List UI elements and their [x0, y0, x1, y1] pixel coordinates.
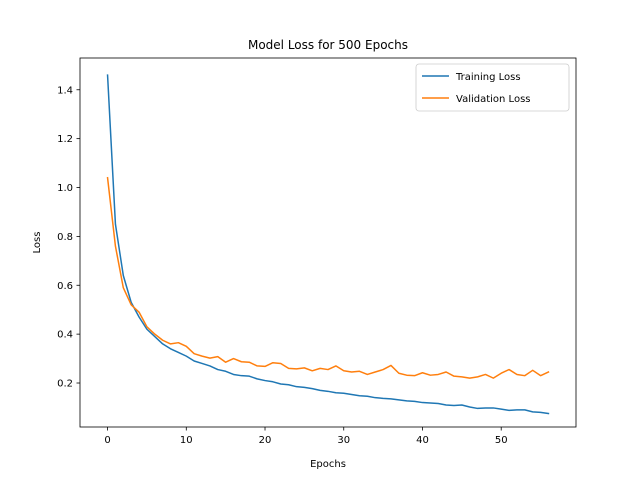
series-line-training-loss	[106, 74, 550, 415]
y-tick-label: 1.0	[57, 183, 73, 194]
legend-label-validation-loss: Validation Loss	[456, 94, 531, 105]
lines-layer	[106, 74, 550, 415]
y-tick-label: 0.8	[57, 232, 73, 243]
x-axis-ticks: 0 10 20 30 40 50	[104, 427, 508, 446]
x-tick-label: 10	[180, 435, 193, 446]
x-tick-label: 20	[259, 435, 272, 446]
y-axis-label: Loss	[32, 232, 43, 254]
x-tick-label: 30	[337, 435, 350, 446]
x-tick-label: 40	[416, 435, 429, 446]
y-tick-label: 0.2	[57, 379, 73, 390]
y-tick-label: 1.2	[57, 134, 73, 145]
y-tick-label: 1.4	[57, 85, 73, 96]
y-tick-label: 0.4	[57, 330, 73, 341]
legend-box	[415, 63, 570, 112]
legend-label-training-loss: Training Loss	[455, 72, 521, 83]
x-axis-label: Epochs	[310, 459, 346, 470]
x-tick-label: 0	[104, 435, 110, 446]
axes-frame	[79, 57, 577, 428]
x-tick-label: 50	[495, 435, 508, 446]
y-tick-label: 0.6	[57, 281, 73, 292]
series-line-validation-loss	[106, 176, 550, 379]
y-axis-ticks: 0.2 0.4 0.6 0.8 1.0 1.2 1.4	[57, 85, 80, 390]
chart-title: Model Loss for 500 Epochs	[248, 38, 408, 52]
legend: Training Loss Validation Loss	[415, 63, 570, 112]
